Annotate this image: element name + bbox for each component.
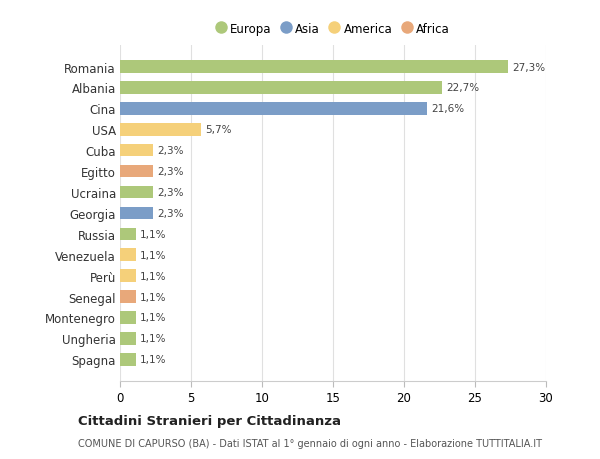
Text: 1,1%: 1,1% [140, 334, 166, 344]
Text: 27,3%: 27,3% [512, 62, 545, 73]
Text: 1,1%: 1,1% [140, 230, 166, 239]
Bar [120, 207, 152, 220]
Text: 2,3%: 2,3% [157, 167, 184, 177]
Bar [120, 332, 136, 345]
Bar [120, 249, 136, 262]
Bar [120, 228, 136, 241]
Bar [120, 82, 442, 95]
Text: 21,6%: 21,6% [431, 104, 464, 114]
Text: 22,7%: 22,7% [446, 83, 480, 93]
Bar [120, 165, 152, 178]
Text: 1,1%: 1,1% [140, 271, 166, 281]
Bar [120, 61, 508, 73]
Bar [120, 124, 201, 136]
Text: 2,3%: 2,3% [157, 188, 184, 197]
Text: 1,1%: 1,1% [140, 250, 166, 260]
Bar [120, 291, 136, 303]
Text: 1,1%: 1,1% [140, 354, 166, 364]
Bar [120, 312, 136, 324]
Text: 5,7%: 5,7% [205, 125, 232, 135]
Text: 2,3%: 2,3% [157, 208, 184, 218]
Bar [120, 270, 136, 282]
Bar [120, 186, 152, 199]
Text: Cittadini Stranieri per Cittadinanza: Cittadini Stranieri per Cittadinanza [78, 414, 341, 428]
Legend: Europa, Asia, America, Africa: Europa, Asia, America, Africa [211, 18, 455, 41]
Text: 1,1%: 1,1% [140, 313, 166, 323]
Text: COMUNE DI CAPURSO (BA) - Dati ISTAT al 1° gennaio di ogni anno - Elaborazione TU: COMUNE DI CAPURSO (BA) - Dati ISTAT al 1… [78, 438, 542, 448]
Bar [120, 353, 136, 366]
Bar [120, 145, 152, 157]
Bar [120, 103, 427, 115]
Text: 2,3%: 2,3% [157, 146, 184, 156]
Text: 1,1%: 1,1% [140, 292, 166, 302]
